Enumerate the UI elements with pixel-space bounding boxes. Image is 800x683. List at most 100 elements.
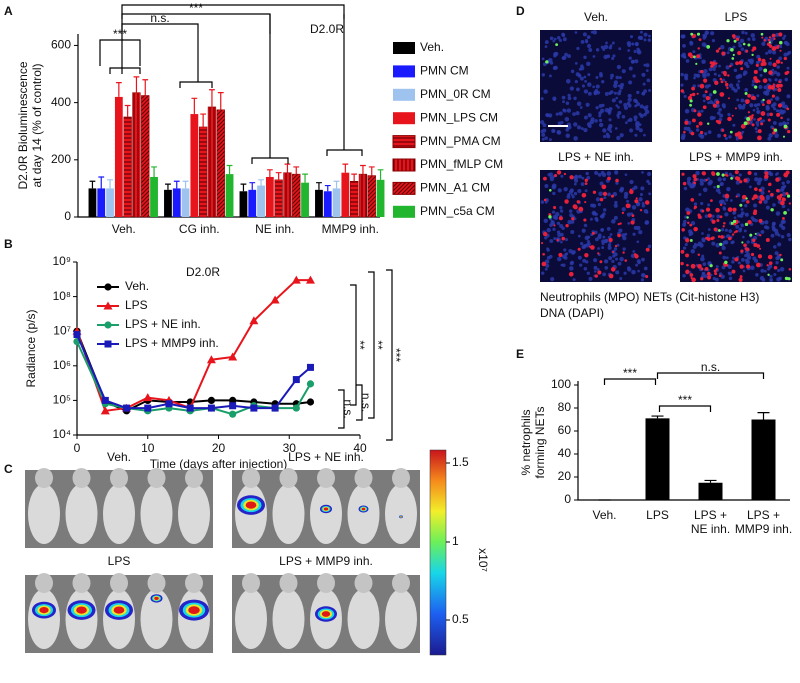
significance-bracket	[368, 271, 375, 419]
nucleus	[759, 275, 765, 281]
nucleus	[720, 199, 725, 204]
neutrophil	[715, 100, 720, 105]
group-bracket	[109, 67, 141, 74]
x-tick-label: Veh.	[592, 508, 616, 522]
nucleus	[606, 134, 611, 139]
nucleus	[607, 243, 612, 247]
nucleus	[742, 269, 746, 273]
neutrophil	[631, 214, 635, 218]
marker	[228, 352, 238, 361]
neutrophil	[734, 176, 739, 181]
neutrophil	[728, 236, 732, 241]
x-tick-label: NE inh.	[255, 222, 294, 236]
nucleus	[631, 205, 637, 210]
neutrophil	[701, 171, 707, 176]
neutrophil	[726, 86, 729, 90]
nucleus	[565, 133, 571, 138]
nucleus	[680, 72, 684, 77]
nucleus	[569, 188, 574, 193]
nucleus	[744, 258, 749, 262]
legend-swatch	[392, 135, 416, 149]
error-bar	[704, 479, 717, 483]
signal	[113, 606, 125, 614]
nucleus	[781, 204, 786, 209]
mouse	[385, 484, 417, 544]
nucleus	[767, 77, 771, 81]
nucleus	[611, 219, 616, 224]
nucleus	[643, 133, 646, 137]
nucleus	[786, 180, 791, 184]
nucleus	[787, 208, 790, 212]
nucleus	[595, 76, 599, 80]
neutrophil	[715, 49, 720, 53]
nucleus	[706, 72, 710, 77]
nucleus	[542, 123, 547, 128]
nucleus	[595, 219, 599, 222]
nucleus	[695, 128, 700, 132]
neutrophil	[610, 194, 614, 198]
nucleus	[637, 269, 640, 273]
nucleus	[549, 239, 554, 243]
error-bar	[209, 89, 215, 107]
neutrophil	[759, 117, 762, 120]
nucleus	[573, 122, 578, 127]
nucleus	[601, 239, 606, 244]
nucleus	[582, 32, 587, 37]
nucleus	[611, 56, 615, 60]
neutrophil	[780, 200, 785, 206]
error-bar	[217, 92, 224, 110]
neutrophil	[753, 209, 758, 214]
nucleus	[573, 191, 578, 196]
neutrophil	[697, 253, 701, 256]
error-bar	[226, 164, 233, 175]
error-bar	[115, 82, 122, 97]
colorbar-tick-label: 1.5	[452, 455, 469, 469]
nucleus	[786, 118, 790, 122]
nucleus	[615, 270, 620, 275]
nucleus	[752, 256, 757, 261]
significance-bracket	[386, 269, 393, 441]
nucleus	[684, 108, 690, 114]
neutrophil	[608, 273, 614, 279]
nucleus	[612, 191, 618, 197]
nucleus	[611, 259, 615, 263]
neutrophil	[699, 130, 704, 135]
net	[689, 103, 692, 107]
neutrophil	[777, 88, 782, 92]
mouse-head	[35, 468, 53, 488]
nucleus	[602, 212, 606, 216]
neutrophil	[705, 95, 710, 101]
nucleus	[777, 268, 781, 273]
nucleus	[633, 225, 638, 230]
nucleus	[560, 120, 564, 125]
neutrophil	[719, 203, 723, 207]
nucleus	[758, 85, 763, 89]
marker	[306, 380, 315, 388]
nucleus	[593, 258, 598, 263]
nucleus	[776, 72, 781, 77]
nucleus	[746, 255, 752, 260]
nucleus	[626, 199, 630, 203]
neutrophil	[775, 59, 781, 64]
neutrophil	[556, 238, 559, 242]
bar	[199, 126, 208, 218]
mouse-head	[110, 468, 128, 488]
mouse-head	[35, 573, 53, 593]
nucleus	[541, 132, 546, 137]
nucleus	[701, 274, 705, 279]
nucleus	[548, 113, 553, 118]
marker	[144, 404, 152, 412]
marker	[306, 363, 314, 371]
nucleus	[617, 106, 620, 109]
net	[733, 39, 737, 43]
nucleus	[765, 196, 770, 201]
nucleus	[724, 228, 728, 232]
nucleus	[566, 108, 571, 113]
nucleus	[548, 254, 553, 259]
nucleus	[615, 181, 619, 185]
nucleus	[756, 107, 759, 110]
nucleus	[578, 174, 582, 179]
mouse-head	[72, 573, 91, 593]
marker	[249, 316, 259, 325]
neutrophil	[759, 247, 762, 250]
